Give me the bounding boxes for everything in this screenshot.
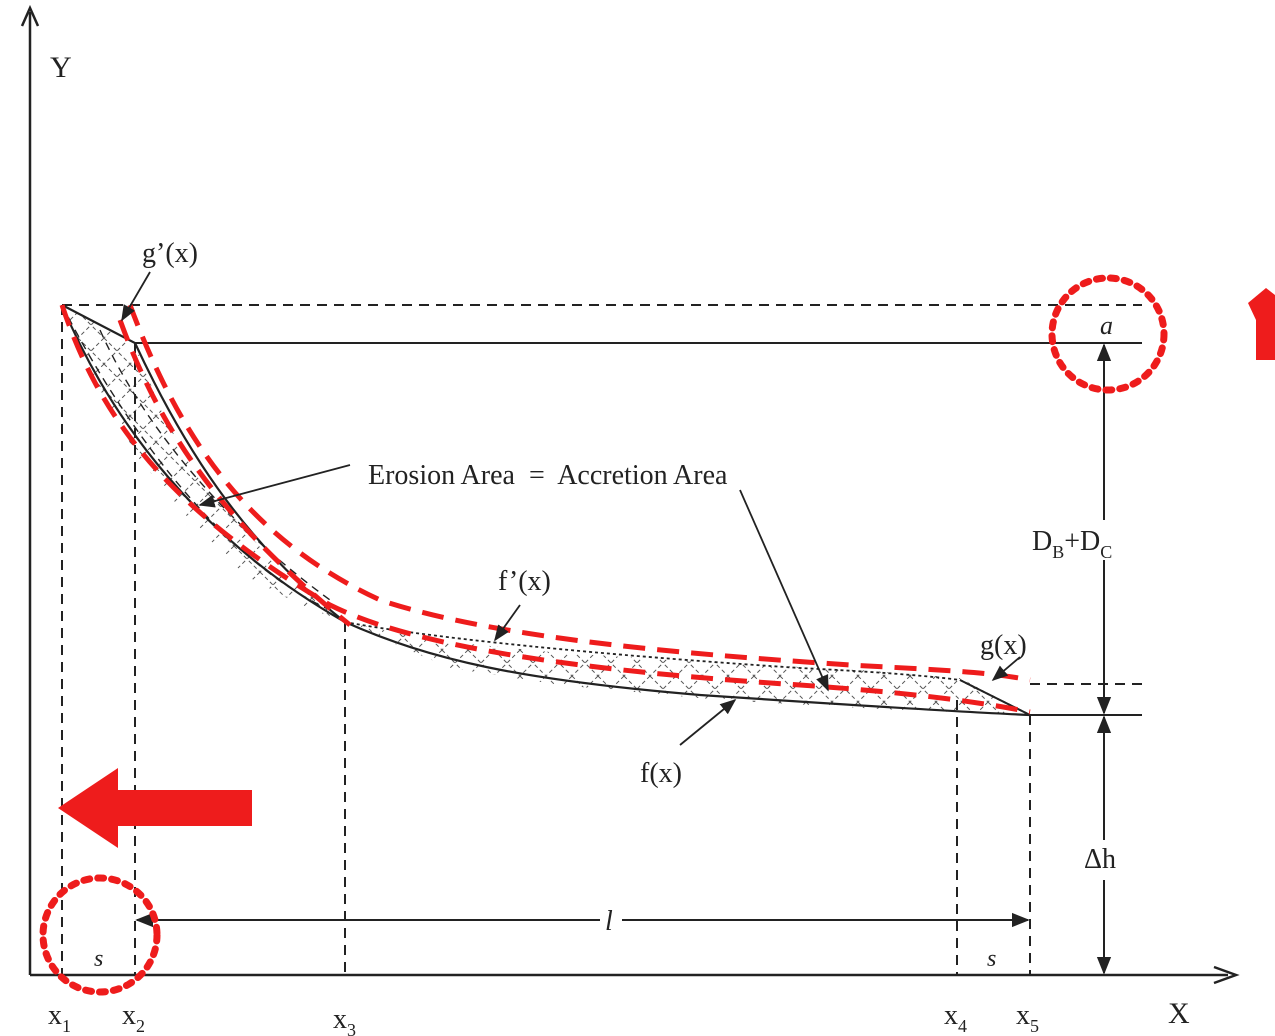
- dotted-circle-a: [1048, 274, 1168, 394]
- erosion-hatch: [62, 305, 345, 622]
- middle-envelope: [117, 319, 352, 627]
- l-label: l: [605, 906, 613, 937]
- g-prime-label: g’(x): [142, 238, 198, 269]
- tick-x5: x5: [1016, 1000, 1039, 1036]
- tick-x2: x2: [122, 1000, 145, 1036]
- red-highlights: [39, 274, 1275, 996]
- f-prime-leader: [494, 604, 521, 642]
- axes: [20, 4, 1240, 985]
- inner-envelope: [59, 304, 1031, 715]
- delta-h-label: Δh: [1084, 844, 1116, 875]
- shifted-profile-f-prime: [344, 621, 1031, 716]
- leader-arrows: [121, 271, 1021, 746]
- inner-dashed-1: [61, 304, 331, 611]
- x-axis-label: X: [1168, 997, 1190, 1030]
- accretion-hatch: [345, 622, 1030, 715]
- erosion-accretion-label: Erosion Area = Accretion Area: [368, 460, 728, 491]
- dotted-circle-s: [39, 874, 161, 996]
- f-prime-label: f’(x): [498, 566, 551, 597]
- s-left-label: s: [94, 946, 103, 972]
- dimensions: [135, 343, 1112, 975]
- a-label: a: [1100, 311, 1113, 340]
- labels: Y X g’(x) Erosion Area = Accretion Area …: [48, 51, 1190, 1036]
- f-leader: [679, 698, 737, 746]
- g-label: g(x): [980, 630, 1027, 661]
- vertical-guides: [61, 305, 1031, 975]
- original-profile-f: [60, 304, 1031, 717]
- db-dc-label: DB+DC: [1032, 526, 1112, 562]
- y-axis-label: Y: [50, 51, 72, 84]
- red-envelopes: [59, 304, 1031, 715]
- reference-lines: [62, 304, 1142, 716]
- hatched-areas: [62, 305, 1030, 715]
- g-leader: [991, 656, 1021, 682]
- g-prime-leader: [121, 271, 151, 322]
- erosion-leader: [198, 464, 351, 508]
- f-label: f(x): [640, 758, 682, 789]
- left-arrow-icon: [58, 768, 252, 848]
- profile-g: [959, 679, 1031, 716]
- y-axis-arrowhead: [20, 4, 40, 27]
- s-right-label: s: [987, 946, 996, 972]
- outer-envelope: [127, 304, 1031, 683]
- tick-x4: x4: [944, 1000, 967, 1036]
- x-axis-arrowhead: [1213, 965, 1240, 985]
- tick-x3: x3: [333, 1004, 356, 1036]
- tick-x1: x1: [48, 1000, 71, 1036]
- accretion-leader: [739, 489, 829, 692]
- up-arrow-icon: [1248, 288, 1275, 360]
